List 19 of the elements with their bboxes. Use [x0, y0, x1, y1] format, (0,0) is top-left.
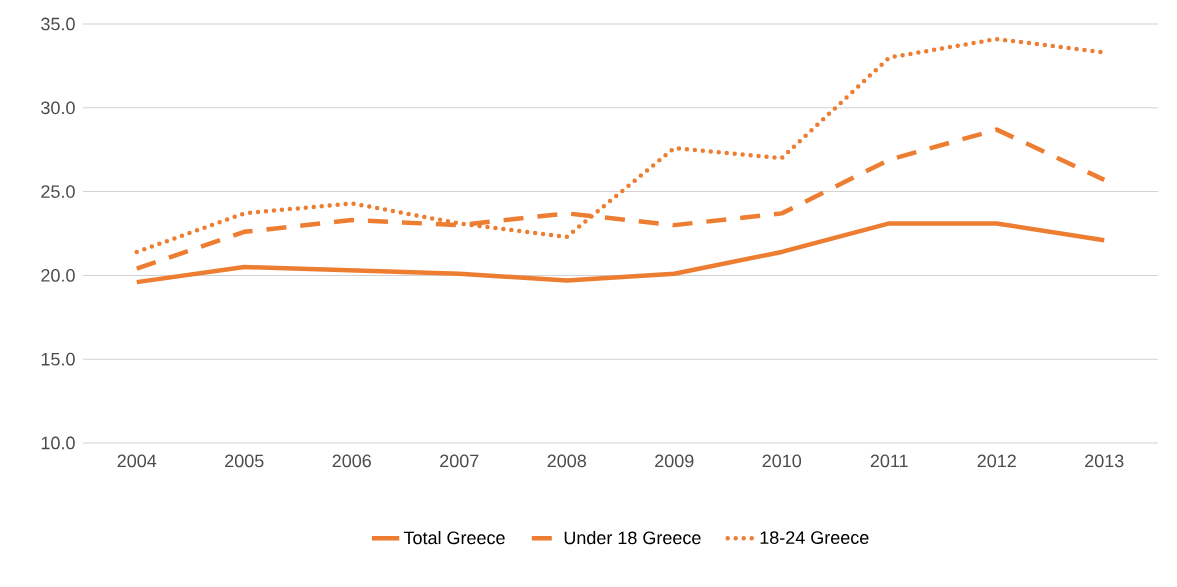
legend-label: 18-24 Greece: [760, 531, 869, 544]
x-tick-label: 2010: [762, 454, 802, 468]
x-tick-label: 2004: [117, 454, 157, 468]
y-tick-label: 10.0: [41, 436, 75, 450]
y-tick-label: 20.0: [41, 269, 75, 282]
x-tick-label: 2008: [547, 454, 586, 468]
y-tick-label: 25.0: [41, 185, 75, 198]
x-tick-label: 2009: [655, 454, 694, 468]
x-tick-label: 2005: [225, 454, 264, 468]
y-tick-label: 35.0: [41, 17, 75, 31]
legend-label: Under 18 Greece: [564, 530, 701, 545]
legend-label: Total Greece: [403, 530, 505, 545]
y-tick-label: 15.0: [41, 352, 75, 366]
x-tick-label: 2012: [977, 454, 1016, 468]
x-tick-label: 2011: [870, 454, 908, 468]
x-tick-label: 2007: [440, 454, 479, 468]
y-tick-label: 30.0: [41, 101, 75, 115]
x-tick-label: 2006: [332, 454, 371, 468]
x-tick-label: 2013: [1085, 454, 1124, 468]
